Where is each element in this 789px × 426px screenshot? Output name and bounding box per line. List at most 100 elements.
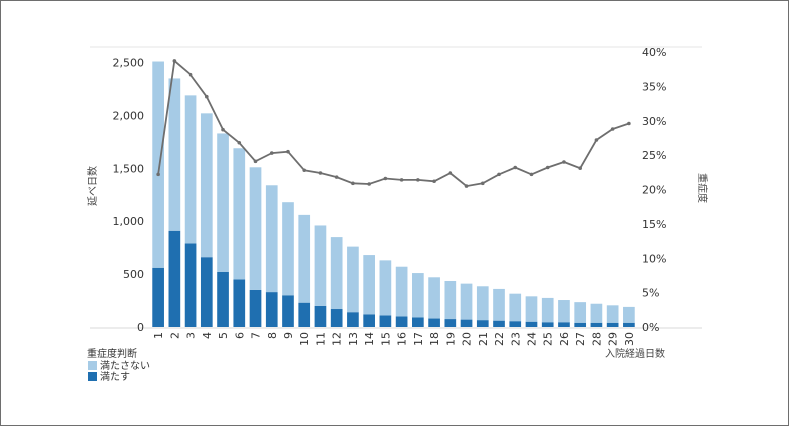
- x-tick-label: 26: [558, 332, 571, 346]
- y2-axis-title: 重症度: [696, 173, 709, 203]
- bar-met: [493, 320, 505, 327]
- x-tick-label: 4: [201, 332, 214, 339]
- severity-point: [156, 172, 160, 177]
- severity-point: [318, 171, 323, 175]
- bar-not-met: [509, 293, 522, 322]
- x-tick-label: 3: [185, 332, 198, 339]
- severity-point: [367, 182, 371, 186]
- y2-tick-label: 15%: [642, 218, 666, 231]
- bar-met: [476, 320, 489, 327]
- bar-met: [233, 279, 246, 327]
- bar-met: [298, 302, 311, 327]
- bar-met: [460, 319, 473, 327]
- bar-met: [558, 322, 570, 327]
- severity-point: [578, 166, 582, 170]
- y2-tick-label: 35%: [642, 80, 666, 93]
- bar-met: [249, 289, 262, 327]
- severity-point: [545, 165, 550, 170]
- bar-met: [509, 321, 522, 327]
- severity-point: [334, 175, 339, 179]
- severity-point: [416, 178, 420, 182]
- grid: [90, 46, 702, 329]
- line-series: [156, 59, 631, 188]
- x-tick-label: 2: [168, 332, 181, 339]
- y-tick-label: 1,000: [113, 215, 145, 228]
- x-tick-label: 16: [396, 332, 409, 346]
- x-tick-label: 10: [298, 332, 311, 346]
- x-tick-label: 6: [233, 332, 246, 339]
- severity-point: [302, 168, 307, 173]
- bar-not-met: [298, 214, 311, 303]
- severity-point: [351, 181, 355, 186]
- bar-not-met: [168, 78, 181, 231]
- legend-label-not-met: 満たさない: [100, 360, 150, 372]
- bar-not-met: [444, 280, 457, 320]
- y2-tick-label: 40%: [642, 46, 666, 59]
- severity-point: [221, 127, 225, 132]
- bar-met: [200, 257, 213, 327]
- x-tick-label: 12: [331, 332, 344, 346]
- x-tick-label: 29: [607, 332, 620, 346]
- bar-not-met: [330, 237, 343, 310]
- legend-swatch-met: [88, 372, 97, 381]
- severity-line: [157, 59, 630, 188]
- y2-tick-label: 20%: [642, 184, 666, 197]
- legend-title: 重症度判断: [87, 347, 137, 360]
- y-tick-label: 0: [137, 321, 144, 334]
- severity-point: [513, 165, 518, 170]
- severity-point: [448, 171, 453, 175]
- bar-met: [444, 319, 457, 327]
- legend: 重症度判断 満たさない 満たす: [87, 347, 150, 383]
- bar-met: [282, 295, 294, 327]
- bar-not-met: [606, 305, 619, 323]
- bar-not-met: [152, 61, 164, 268]
- legend-label-met: 満たす: [100, 371, 130, 383]
- bar-met: [412, 317, 424, 327]
- x-tick-label: 22: [493, 332, 506, 346]
- bar-not-met: [395, 266, 408, 317]
- bar-not-met: [363, 255, 375, 315]
- bar-met: [184, 243, 197, 327]
- bar-met: [168, 230, 181, 327]
- legend-swatch-not-met: [88, 361, 97, 370]
- x-tick-label: 28: [590, 332, 603, 346]
- severity-point: [172, 59, 177, 63]
- bar-met: [623, 322, 635, 327]
- bar-met: [379, 315, 392, 327]
- y2-tick-label: 30%: [642, 115, 666, 128]
- bar-met: [152, 267, 164, 327]
- bar-not-met: [574, 302, 587, 323]
- bar-not-met: [460, 283, 473, 320]
- x-tick-label: 24: [525, 332, 538, 346]
- y2-tick-labels: 0% 5% 10% 15% 20% 25% 30% 35% 40%: [642, 46, 666, 334]
- severity-point: [269, 151, 274, 155]
- x-tick-label: 19: [444, 332, 457, 346]
- y2-tick-label: 0%: [642, 321, 659, 334]
- x-tick-label: 1: [152, 332, 165, 339]
- bar-not-met: [184, 95, 197, 244]
- x-tick-labels: 1 2 3 4 5 6 7 8 9 10 11 12 13 14 15 16 17 18 19 20 21 22 23 24 2…: [152, 332, 636, 346]
- bar-not-met: [525, 296, 538, 322]
- bar-met: [347, 312, 359, 327]
- bar-met: [363, 314, 375, 327]
- bar-not-met: [541, 297, 554, 323]
- bar-not-met: [379, 260, 392, 316]
- y-tick-label: 2,500: [113, 57, 145, 70]
- bar-not-met: [233, 148, 246, 280]
- severity-point: [529, 172, 534, 177]
- x-tick-label: 17: [412, 332, 425, 346]
- bar-not-met: [282, 202, 294, 296]
- x-tick-label: 14: [363, 332, 376, 346]
- bar-series: [152, 61, 635, 327]
- bar-met: [330, 309, 343, 327]
- x-tick-label: 13: [347, 332, 360, 346]
- x-tick-label: 8: [266, 332, 279, 339]
- bar-not-met: [314, 225, 327, 306]
- bar-met: [590, 322, 603, 327]
- y-axis-title: 延べ日数: [86, 166, 99, 206]
- severity-point: [464, 184, 469, 188]
- severity-point: [399, 178, 404, 182]
- x-axis-title: 入院経過日数: [605, 347, 665, 360]
- bar-not-met: [200, 113, 213, 258]
